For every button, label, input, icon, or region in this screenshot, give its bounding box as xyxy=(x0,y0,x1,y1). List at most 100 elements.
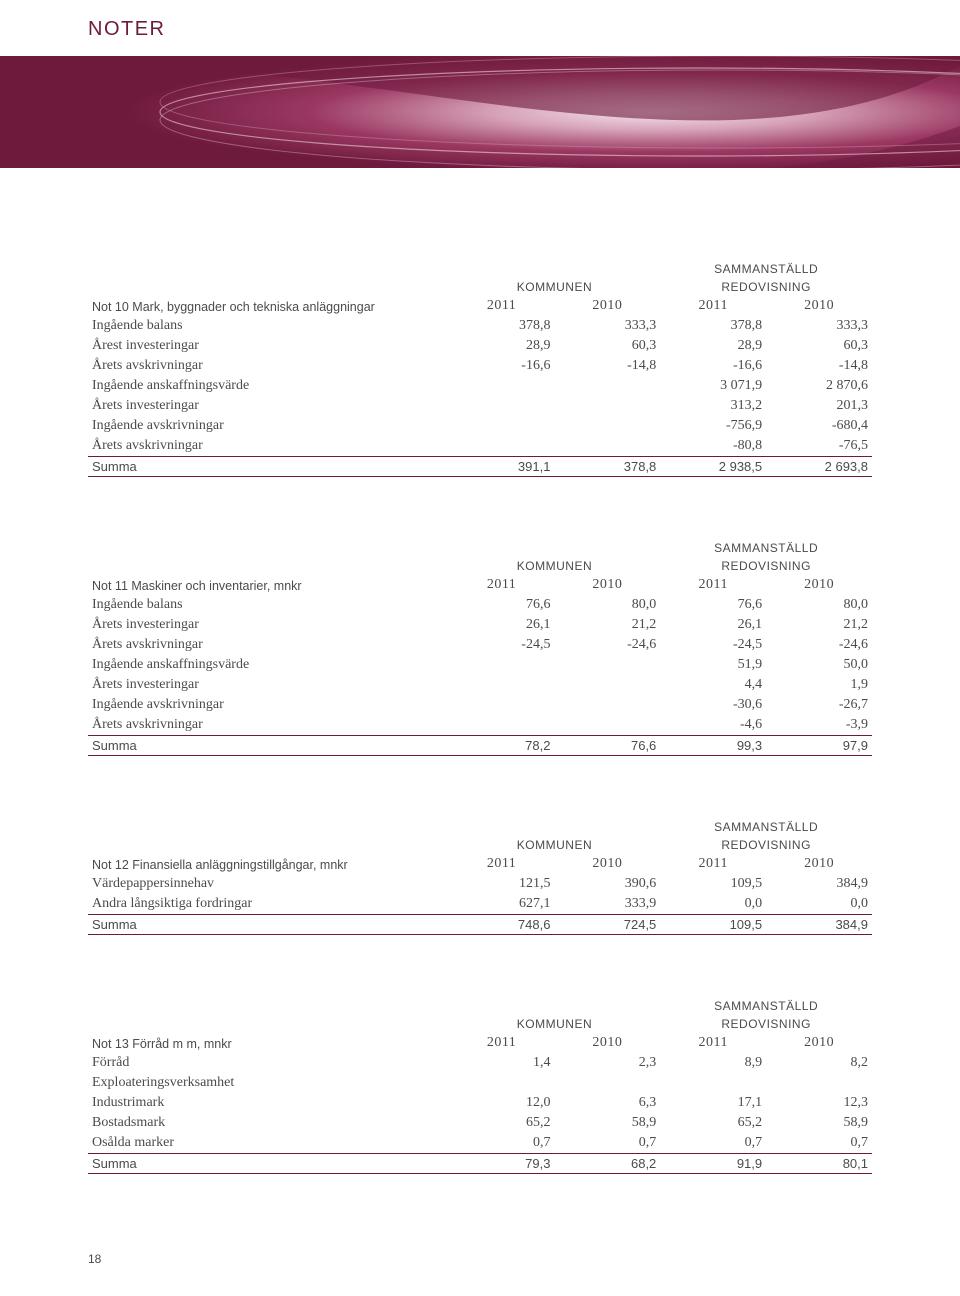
row-value: 0,7 xyxy=(449,1133,555,1154)
note-12-body: Värdepappersinnehav121,5390,6109,5384,9A… xyxy=(88,874,872,935)
row-value: -14,8 xyxy=(766,356,872,376)
row-value: 50,0 xyxy=(766,655,872,675)
table-row: Värdepappersinnehav121,5390,6109,5384,9 xyxy=(88,874,872,894)
row-label: Ingående balans xyxy=(88,595,449,615)
note-13-title: Not 13 Förråd m m, mnkr xyxy=(88,997,449,1053)
row-value: 0,0 xyxy=(766,894,872,915)
row-value: 8,2 xyxy=(766,1053,872,1073)
kommunen-heading: KOMMUNEN xyxy=(449,260,661,296)
note-11-block: Not 11 Maskiner och inventarier, mnkr KO… xyxy=(88,539,872,756)
content: Not 10 Mark, byggnader och tekniska anlä… xyxy=(0,170,960,1174)
row-value xyxy=(554,715,660,736)
row-value: 6,3 xyxy=(554,1093,660,1113)
row-label: Industrimark xyxy=(88,1093,449,1113)
year-header: 2011 xyxy=(660,296,766,316)
row-label: Årest investeringar xyxy=(88,336,449,356)
samred-heading-2: REDOVISNING xyxy=(660,836,872,854)
samred-heading-2: REDOVISNING xyxy=(660,1015,872,1033)
row-label: Osålda marker xyxy=(88,1133,449,1154)
row-label: Bostadsmark xyxy=(88,1113,449,1133)
row-value xyxy=(449,376,555,396)
year-header: 2010 xyxy=(554,1033,660,1053)
table-row: Årets investeringar26,121,226,121,2 xyxy=(88,615,872,635)
row-value: -3,9 xyxy=(766,715,872,736)
row-value xyxy=(554,675,660,695)
year-header: 2011 xyxy=(660,575,766,595)
row-value: 3 071,9 xyxy=(660,376,766,396)
year-header: 2011 xyxy=(449,854,555,874)
row-value xyxy=(766,1073,872,1093)
row-value: 378,8 xyxy=(449,316,555,336)
note-13-block: Not 13 Förråd m m, mnkr KOMMUNEN SAMMANS… xyxy=(88,997,872,1174)
summa-label: Summa xyxy=(88,915,449,935)
row-value: -24,6 xyxy=(766,635,872,655)
row-value: 58,9 xyxy=(554,1113,660,1133)
summa-row: Summa79,368,291,980,1 xyxy=(88,1154,872,1174)
table-row: Ingående anskaffningsvärde51,950,0 xyxy=(88,655,872,675)
row-label: Förråd xyxy=(88,1053,449,1073)
year-header: 2011 xyxy=(449,296,555,316)
row-value: 0,0 xyxy=(660,894,766,915)
note-13-table: Not 13 Förråd m m, mnkr KOMMUNEN SAMMANS… xyxy=(88,997,872,1174)
row-value: -14,8 xyxy=(554,356,660,376)
row-value: 1,4 xyxy=(449,1053,555,1073)
row-value: 76,6 xyxy=(660,595,766,615)
row-label: Andra långsiktiga fordringar xyxy=(88,894,449,915)
row-value: 0,7 xyxy=(660,1133,766,1154)
row-value: 1,9 xyxy=(766,675,872,695)
row-value: 2,3 xyxy=(554,1053,660,1073)
row-value: 26,1 xyxy=(660,615,766,635)
row-label: Årets avskrivningar xyxy=(88,715,449,736)
year-header: 2010 xyxy=(766,575,872,595)
row-label: Ingående anskaffningsvärde xyxy=(88,655,449,675)
samred-heading-2: REDOVISNING xyxy=(660,278,872,296)
year-header: 2010 xyxy=(766,296,872,316)
row-label: Ingående anskaffningsvärde xyxy=(88,376,449,396)
summa-label: Summa xyxy=(88,736,449,756)
row-value xyxy=(554,1073,660,1093)
table-row: Årets investeringar4,41,9 xyxy=(88,675,872,695)
summa-value: 79,3 xyxy=(449,1154,555,1174)
table-row: Årest investeringar28,960,328,960,3 xyxy=(88,336,872,356)
kommunen-heading: KOMMUNEN xyxy=(449,539,661,575)
row-value: 65,2 xyxy=(449,1113,555,1133)
samred-heading-2: REDOVISNING xyxy=(660,557,872,575)
note-12-block: Not 12 Finansiella anläggningstillgångar… xyxy=(88,818,872,935)
row-value: 109,5 xyxy=(660,874,766,894)
row-value: 333,9 xyxy=(554,894,660,915)
row-value: -680,4 xyxy=(766,416,872,436)
row-value: -756,9 xyxy=(660,416,766,436)
row-value xyxy=(449,416,555,436)
note-10-table: Not 10 Mark, byggnader och tekniska anlä… xyxy=(88,260,872,477)
row-value: 58,9 xyxy=(766,1113,872,1133)
row-value: 60,3 xyxy=(766,336,872,356)
row-value xyxy=(449,695,555,715)
summa-value: 391,1 xyxy=(449,457,555,477)
summa-row: Summa78,276,699,397,9 xyxy=(88,736,872,756)
row-value: 80,0 xyxy=(766,595,872,615)
row-value: 313,2 xyxy=(660,396,766,416)
row-label: Årets investeringar xyxy=(88,675,449,695)
year-header: 2010 xyxy=(554,296,660,316)
row-value: -26,7 xyxy=(766,695,872,715)
row-label: Exploateringsverksamhet xyxy=(88,1073,449,1093)
row-value: -80,8 xyxy=(660,436,766,457)
kommunen-heading: KOMMUNEN xyxy=(449,997,661,1033)
table-row: Ingående avskrivningar-30,6-26,7 xyxy=(88,695,872,715)
table-row: Årets avskrivningar-4,6-3,9 xyxy=(88,715,872,736)
year-header: 2011 xyxy=(449,575,555,595)
row-value xyxy=(554,655,660,675)
samred-heading-1: SAMMANSTÄLLD xyxy=(660,818,872,836)
kommunen-heading: KOMMUNEN xyxy=(449,818,661,854)
table-row: Exploateringsverksamhet xyxy=(88,1073,872,1093)
summa-value: 2 938,5 xyxy=(660,457,766,477)
row-value xyxy=(449,655,555,675)
table-row: Årets avskrivningar-24,5-24,6-24,5-24,6 xyxy=(88,635,872,655)
row-value: -76,5 xyxy=(766,436,872,457)
row-value: 378,8 xyxy=(660,316,766,336)
table-row: Osålda marker0,70,70,70,7 xyxy=(88,1133,872,1154)
summa-value: 80,1 xyxy=(766,1154,872,1174)
row-value: 76,6 xyxy=(449,595,555,615)
summa-row: Summa748,6724,5109,5384,9 xyxy=(88,915,872,935)
year-header: 2011 xyxy=(660,854,766,874)
